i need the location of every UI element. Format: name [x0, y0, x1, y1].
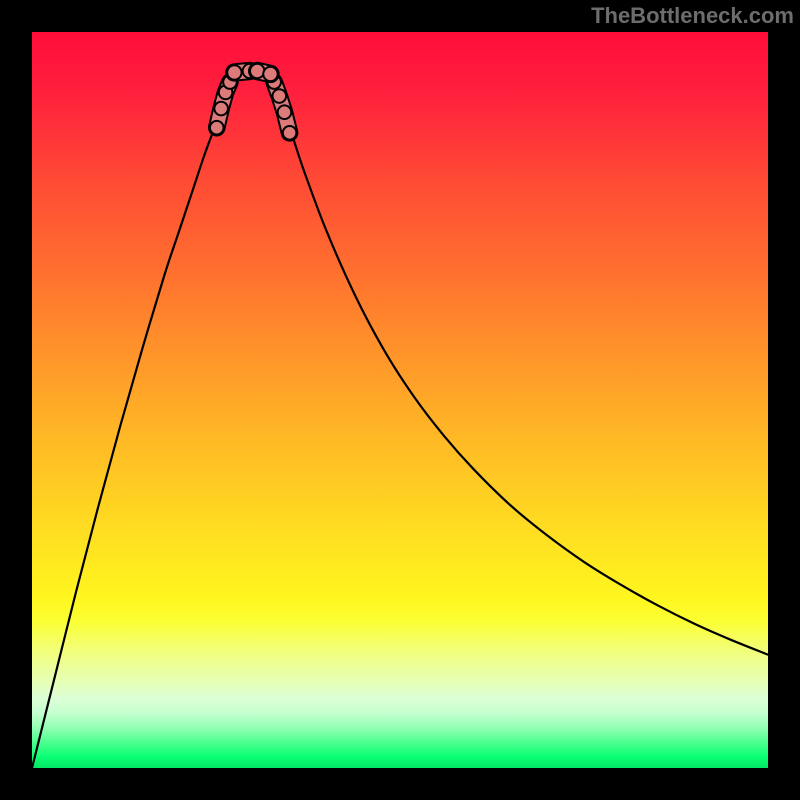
valley-dot	[214, 102, 228, 116]
valley-dot	[263, 67, 277, 81]
watermark-text: TheBottleneck.com	[591, 3, 794, 29]
plot-background-gradient	[32, 32, 768, 768]
valley-dot	[250, 64, 264, 78]
valley-dot	[278, 105, 292, 119]
valley-dot	[227, 65, 241, 79]
valley-dot	[283, 126, 297, 140]
valley-dot	[210, 121, 224, 135]
chart-stage: TheBottleneck.com	[0, 0, 800, 800]
valley-dot	[273, 89, 287, 103]
chart-svg	[0, 0, 800, 800]
